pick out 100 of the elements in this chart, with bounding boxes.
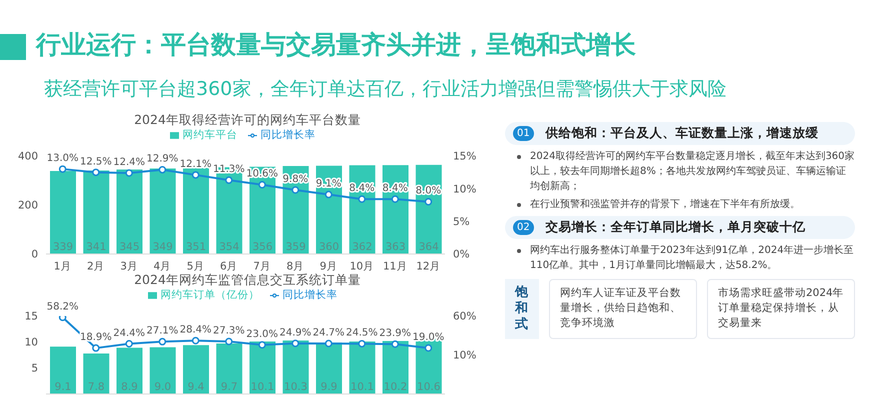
point <box>58 165 66 173</box>
data-label: 9.9 <box>320 381 338 393</box>
legend-label: 网约车平台 <box>182 129 238 141</box>
x-tick-label: 12月 <box>416 260 441 272</box>
data-label: 8.0% <box>416 186 442 197</box>
x-tick-label: 6月 <box>220 260 238 272</box>
y2-tick-label: 10% <box>453 183 476 196</box>
text: 交易增长：全年订单同比增长，单月突破十亿 <box>546 219 806 236</box>
point <box>158 166 166 174</box>
legend-label: 网约车订单（亿份） <box>160 289 260 301</box>
point <box>225 338 233 346</box>
text: 获经营许可平台超360家，全年订单达百亿，行业活力增强但需警惕供大于求风险 <box>44 77 726 102</box>
bar <box>216 344 242 394</box>
data-label: 354 <box>219 241 240 253</box>
data-label: 27.1% <box>146 326 178 337</box>
data-label: 24.5% <box>346 328 378 339</box>
point <box>292 186 300 194</box>
text: 饱和式 <box>505 279 539 339</box>
data-label: 345 <box>119 241 140 253</box>
data-label: 9.4 <box>188 381 205 393</box>
point <box>125 340 133 348</box>
data-label: 23.9% <box>379 328 412 340</box>
y2-tick-label: 15% <box>453 150 476 163</box>
data-label: 364 <box>418 241 440 253</box>
data-label: 363 <box>385 241 406 253</box>
bar <box>116 348 142 394</box>
bar <box>83 353 110 394</box>
y2-tick-label: 10% <box>453 350 476 362</box>
point <box>324 340 332 348</box>
chart-title: 2024年网约车监管信息交互系统订单量 <box>133 272 362 288</box>
data-label: 9.8% <box>282 174 308 185</box>
data-label: 356 <box>252 241 273 253</box>
x-tick-label: 1月 <box>54 260 72 272</box>
bar <box>250 341 276 394</box>
data-label: 341 <box>86 241 106 253</box>
data-label: 10.6 <box>417 381 441 393</box>
point <box>92 168 100 176</box>
y-tick-label: 0 <box>31 248 38 261</box>
y2-tick-label: 5% <box>453 216 470 228</box>
data-label: 7.8 <box>88 381 105 393</box>
data-label: 12.4% <box>113 156 146 168</box>
point <box>324 190 332 198</box>
x-tick-label: 10月 <box>350 260 374 272</box>
data-label: 9.0 <box>154 381 172 393</box>
x-tick-label: 9月 <box>320 260 338 272</box>
y-tick-label: 10 <box>24 336 38 349</box>
data-label: 8.9 <box>121 381 138 393</box>
data-label: 339 <box>52 241 74 253</box>
x-tick-label: 4月 <box>154 260 172 272</box>
x-tick-label: 7月 <box>253 260 271 272</box>
y2-tick-label: 60% <box>453 310 476 323</box>
point <box>358 340 366 348</box>
data-label: 10.1 <box>250 381 274 393</box>
data-label: 10.2 <box>384 381 408 393</box>
point <box>225 176 233 184</box>
data-label: 12.1% <box>180 158 212 170</box>
data-label: 349 <box>152 241 173 253</box>
point <box>258 180 266 188</box>
point <box>358 195 366 203</box>
data-label: 9.1 <box>54 381 72 393</box>
text: 02 <box>513 220 534 235</box>
legend-label: 同比增长率 <box>282 289 338 301</box>
data-label: 12.9% <box>146 154 178 165</box>
bar <box>50 346 76 394</box>
data-label: 10.3 <box>284 381 308 393</box>
text: 行业运行：平台数量与交易量齐头并进，呈饱和式增长 <box>36 29 636 61</box>
point <box>192 336 200 344</box>
text: 供给饱和：平台及人、车证数量上涨，增速放缓 <box>546 125 819 142</box>
y-tick-label: 400 <box>18 150 38 163</box>
point <box>424 198 432 206</box>
text: 网约车人证车证及平台数量增长，供给日趋饱和、竞争环境激 <box>549 279 697 339</box>
legend-label: 同比增长率 <box>260 129 316 141</box>
y-tick-label: 200 <box>18 200 38 212</box>
point <box>292 340 300 348</box>
bar <box>183 345 209 394</box>
data-label: 9.1% <box>316 178 342 190</box>
bar <box>150 347 176 394</box>
data-label: 24.4% <box>113 328 146 339</box>
data-label: 27.3% <box>212 326 245 337</box>
data-label: 24.9% <box>279 327 312 338</box>
x-tick-label: 2月 <box>87 260 105 272</box>
text: 市场需求旺盛带动2024年订单量稳定保持增长，从交易量来 <box>707 279 855 339</box>
point <box>424 344 432 352</box>
data-label: 58.2% <box>46 301 79 312</box>
data-label: 8.4% <box>382 183 408 194</box>
x-tick-label: 11月 <box>382 260 408 272</box>
x-tick-label: 3月 <box>120 260 138 272</box>
data-label: 8.4% <box>349 183 375 194</box>
chart-title: 2024年取得经营许可的网约车平台数量 <box>133 112 362 128</box>
point <box>192 171 200 179</box>
data-label: 351 <box>186 241 206 253</box>
text: 01 <box>513 126 534 141</box>
x-tick-label: 5月 <box>186 260 204 272</box>
data-label: 23.0% <box>246 328 278 340</box>
y-tick-label: 5 <box>31 362 38 375</box>
data-label: 28.4% <box>180 324 212 336</box>
data-label: 12.5% <box>80 156 112 168</box>
data-label: 360 <box>318 241 340 253</box>
point <box>258 341 266 349</box>
text: 网约车出行服务整体订单量于2023年达到91亿单，2024年进一步增长至110亿单。其中，1月订单量同比增幅最大，达58.2%。 <box>530 244 855 273</box>
